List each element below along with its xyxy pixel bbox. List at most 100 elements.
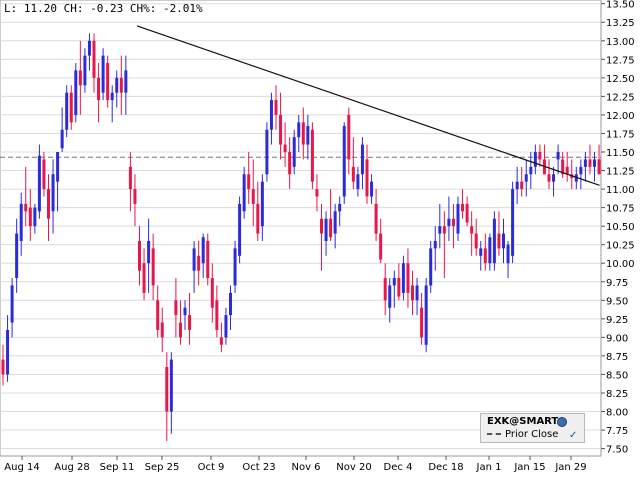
candle-body <box>201 237 205 264</box>
candle-body <box>106 63 110 101</box>
candle-body <box>451 218 455 227</box>
y-tick-label: 10.25 <box>606 241 635 252</box>
candle-body <box>351 166 355 182</box>
candle-body <box>497 233 501 249</box>
candle-body <box>538 152 542 160</box>
candle-body <box>47 189 50 219</box>
checkmark-icon[interactable]: ✓ <box>569 430 578 441</box>
candle-body <box>292 137 296 167</box>
candle-body <box>583 159 587 167</box>
candle-body <box>147 240 151 264</box>
candle-body <box>169 359 173 412</box>
x-tick-label: Oct 9 <box>198 462 225 473</box>
x-tick-label: Sep 25 <box>145 462 180 473</box>
candle-body <box>69 92 73 123</box>
x-tick-label: Sep 11 <box>100 462 135 473</box>
y-tick-label: 11.00 <box>606 185 635 196</box>
candle-body <box>288 152 292 175</box>
candle-body <box>51 174 55 212</box>
legend-series-prior-close: Prior Close <box>487 429 558 440</box>
legend-title: EXK@SMART <box>487 416 559 427</box>
candle-body <box>301 122 305 145</box>
candle-body <box>1 359 5 375</box>
candle-body <box>138 240 141 271</box>
candle-body <box>383 278 387 301</box>
candle-body <box>142 263 146 293</box>
candle-body <box>110 92 114 101</box>
globe-icon[interactable] <box>557 417 567 427</box>
candle-body <box>19 203 23 241</box>
candle-body <box>597 159 601 175</box>
candle-body <box>6 329 10 375</box>
candle-body <box>365 159 369 197</box>
candle-body <box>60 129 64 149</box>
candle-body <box>374 203 378 234</box>
candle-body <box>156 300 160 330</box>
x-tick-label: Nov 20 <box>336 462 371 473</box>
grid-lines <box>0 3 601 450</box>
candle-body <box>533 152 537 167</box>
candle-body <box>406 263 410 293</box>
candles <box>1 33 601 442</box>
y-tick-label: 9.25 <box>606 315 628 326</box>
candle-body <box>392 278 396 286</box>
candle-body <box>529 166 533 175</box>
candle-body <box>438 226 442 234</box>
candle-body <box>456 203 460 234</box>
candle-body <box>565 166 569 175</box>
candle-body <box>183 307 187 316</box>
candle-body <box>215 300 219 330</box>
y-tick-label: 10.50 <box>606 222 635 233</box>
candle-body <box>479 248 483 256</box>
candle-body <box>356 174 360 190</box>
y-tick-label: 7.75 <box>606 426 628 437</box>
candle-body <box>329 218 333 238</box>
y-tick-label: 8.00 <box>606 408 628 419</box>
plot-area <box>0 0 602 457</box>
y-tick-label: 11.50 <box>606 148 635 159</box>
candle-body <box>210 278 214 308</box>
candle-body <box>283 144 287 152</box>
candle-body <box>74 70 78 115</box>
candle-body <box>515 181 519 190</box>
dashed-line-icon <box>487 433 501 435</box>
candle-body <box>56 152 60 182</box>
candle-body <box>10 285 14 323</box>
legend[interactable]: EXK@SMART Prior Close ✓ <box>480 413 585 443</box>
candle-body <box>83 55 87 86</box>
candle-body <box>101 55 105 93</box>
candle-body <box>524 174 528 182</box>
candle-body <box>265 129 269 175</box>
candle-body <box>87 40 91 56</box>
candle-body <box>128 166 132 190</box>
candle-body <box>279 114 283 145</box>
candle-body <box>347 114 351 160</box>
x-tick-label: Aug 28 <box>54 462 89 473</box>
candle-body <box>229 292 232 316</box>
candle-body <box>429 248 433 286</box>
y-tick-label: 13.50 <box>606 0 635 11</box>
x-tick-label: Aug 14 <box>4 462 39 473</box>
candle-body <box>115 77 119 93</box>
y-tick-label: 12.00 <box>606 111 635 122</box>
candle-body <box>42 159 46 190</box>
candle-body <box>488 237 492 264</box>
candle-body <box>556 152 560 160</box>
candle-body <box>588 159 592 167</box>
candle-body <box>24 203 28 212</box>
candle-body <box>474 233 478 249</box>
y-tick-label: 11.75 <box>606 129 635 140</box>
y-tick-label: 9.00 <box>606 333 628 344</box>
candle-body <box>33 207 37 227</box>
x-tick-label: Dec 18 <box>428 462 463 473</box>
candle-body <box>552 174 556 182</box>
candle-body <box>370 181 374 197</box>
y-tick-label: 8.25 <box>606 389 628 400</box>
candle-body <box>424 285 428 345</box>
x-tick-label: Dec 4 <box>384 462 413 473</box>
y-tick-label: 9.75 <box>606 278 628 289</box>
candle-body <box>342 126 346 197</box>
candle-body <box>502 233 505 249</box>
candle-body <box>506 244 510 264</box>
